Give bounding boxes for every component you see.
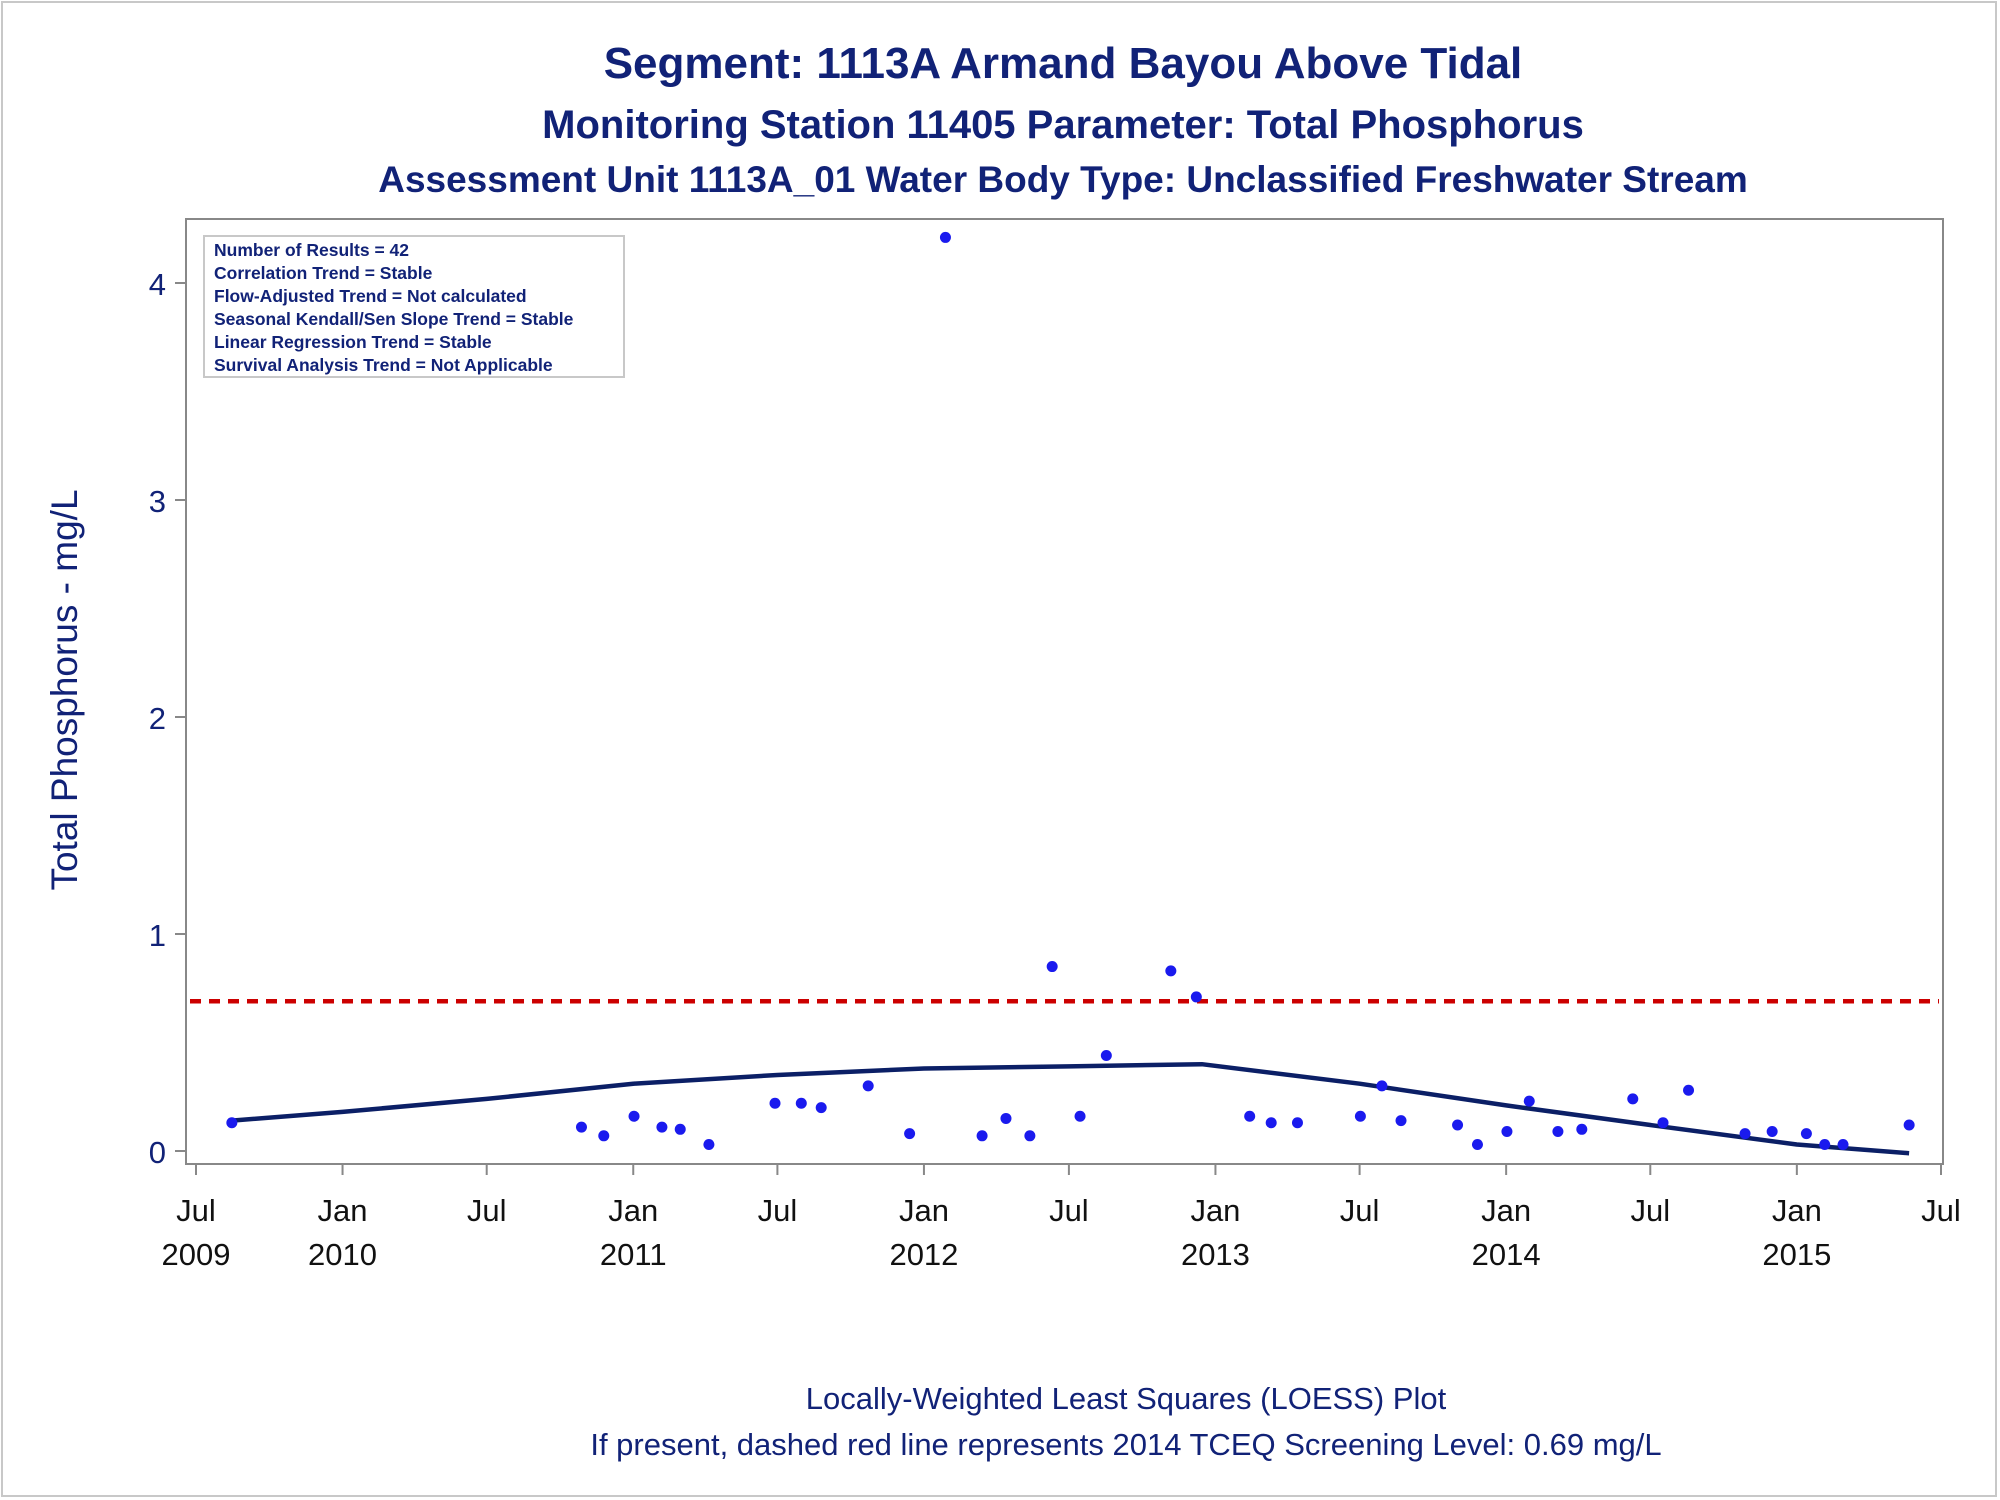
data-point [1903,1119,1915,1131]
loess-curve [231,1061,1910,1156]
data-point [1074,1110,1086,1122]
y-tick-label: 4 [149,267,166,302]
x-tick-month-label: Jan [1190,1193,1240,1228]
chart-title: Segment: 1113A Armand Bayou Above Tidal [603,39,1523,88]
data-point [1190,991,1202,1003]
chart-subtitle-station: Monitoring Station 11405 Parameter: Tota… [542,103,1584,147]
x-tick-month-label: Jul [176,1193,216,1228]
x-tick-month-label: Jan [608,1193,658,1228]
data-point [226,1117,238,1129]
info-box-line: Survival Analysis Trend = Not Applicable [214,355,553,375]
data-point [674,1123,686,1135]
data-point [1766,1125,1778,1137]
data-point [1376,1080,1388,1092]
y-tick-label: 1 [149,918,166,953]
data-point [1024,1130,1036,1142]
footer-screening-note: If present, dashed red line represents 2… [590,1427,1662,1462]
data-point [815,1102,827,1114]
data-point [1576,1123,1588,1135]
info-box [203,235,625,378]
data-point [1552,1125,1564,1137]
x-tick-year-label: 2014 [1472,1237,1541,1272]
data-point [1627,1093,1639,1105]
data-point [1683,1084,1695,1096]
data-point [1395,1115,1407,1127]
data-point [1501,1125,1513,1137]
x-tick-year-label: 2015 [1762,1237,1831,1272]
chart-subtitle-assessment: Assessment Unit 1113A_01 Water Body Type… [378,159,1748,200]
data-point [1452,1119,1464,1131]
data-point [1000,1112,1012,1124]
data-point [1739,1128,1751,1140]
data-point [1819,1138,1831,1150]
info-box-line: Number of Results = 42 [214,240,409,260]
data-point [598,1130,610,1142]
y-tick-label: 0 [149,1135,166,1170]
y-tick-label: 3 [149,484,166,519]
data-point [1657,1117,1669,1129]
data-point [1165,965,1177,977]
data-point [1837,1138,1849,1150]
data-point [1471,1138,1483,1150]
x-tick-month-label: Jul [467,1193,507,1228]
data-point [1265,1117,1277,1129]
y-axis-label: Total Phosphorus - mg/L [44,489,85,890]
data-point [1800,1128,1812,1140]
data-point [1100,1050,1112,1062]
x-tick-month-label: Jan [899,1193,949,1228]
data-point [769,1097,781,1109]
footer-plot-type: Locally-Weighted Least Squares (LOESS) P… [805,1381,1447,1416]
x-tick-month-label: Jul [758,1193,798,1228]
x-tick-year-label: 2009 [162,1237,231,1272]
x-tick-year-label: 2011 [600,1237,667,1272]
x-tick-month-label: Jan [1481,1193,1531,1228]
x-tick-month-label: Jul [1630,1193,1670,1228]
x-tick-year-label: 2012 [889,1237,958,1272]
x-tick-month-label: Jul [1921,1193,1961,1228]
data-point [1354,1110,1366,1122]
data-point [1244,1110,1256,1122]
x-tick-year-label: 2010 [308,1237,377,1272]
data-point [575,1121,587,1133]
data-point [795,1097,807,1109]
info-box-line: Linear Regression Trend = Stable [214,332,492,352]
chart-titles: Segment: 1113A Armand Bayou Above Tidal … [0,32,2000,206]
info-box-line: Correlation Trend = Stable [214,263,433,283]
data-point [976,1130,988,1142]
data-point [628,1110,640,1122]
data-point [1291,1117,1303,1129]
x-tick-month-label: Jan [1772,1193,1822,1228]
data-point [656,1121,668,1133]
data-point [1046,961,1058,973]
x-tick-month-label: Jan [318,1193,368,1228]
x-tick-month-label: Jul [1049,1193,1089,1228]
plot-border [185,218,1944,1165]
x-tick-year-label: 2013 [1181,1237,1250,1272]
info-box-line: Flow-Adjusted Trend = Not calculated [214,286,527,306]
y-tick-label: 2 [149,701,166,736]
data-point [862,1080,874,1092]
data-point [703,1138,715,1150]
info-box-line: Seasonal Kendall/Sen Slope Trend = Stabl… [214,309,574,329]
data-point [904,1128,916,1140]
data-point [1523,1095,1535,1107]
data-point [939,231,951,243]
x-tick-month-label: Jul [1340,1193,1380,1228]
